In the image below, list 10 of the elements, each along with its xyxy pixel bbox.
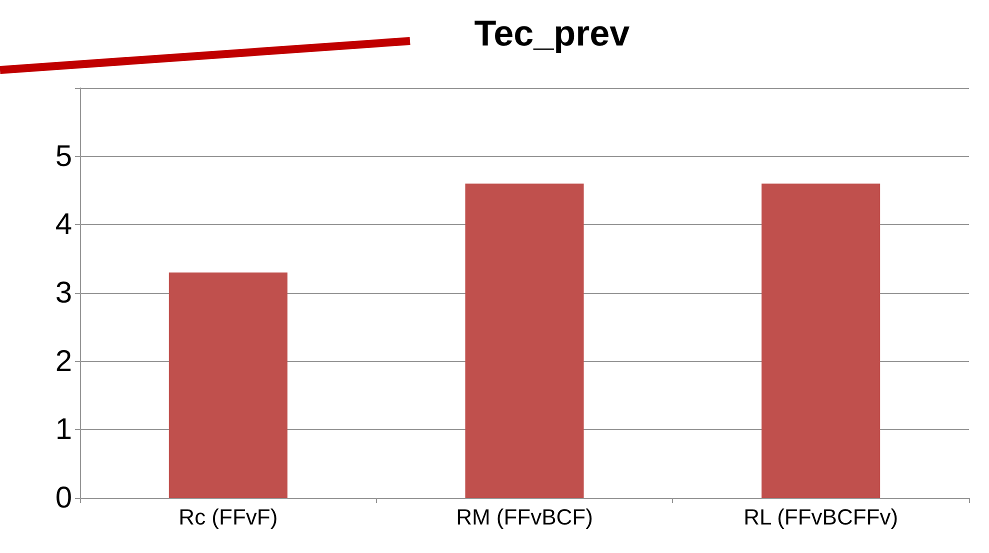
x-tick-label: RL (FFvBCFFv) [744, 504, 898, 530]
x-tick-label: RM (FFvBCF) [456, 504, 593, 530]
y-tick-label: 5 [55, 140, 72, 173]
chart-title: Tec_prev [474, 12, 630, 54]
x-tick-label: Rc (FFvF) [178, 504, 278, 530]
y-tick-label: 4 [55, 208, 72, 242]
y-tick-label: 2 [55, 344, 72, 378]
y-tick-label: 0 [55, 482, 72, 514]
y-tick-label: 3 [55, 276, 72, 310]
y-tick-label: 1 [55, 413, 72, 446]
